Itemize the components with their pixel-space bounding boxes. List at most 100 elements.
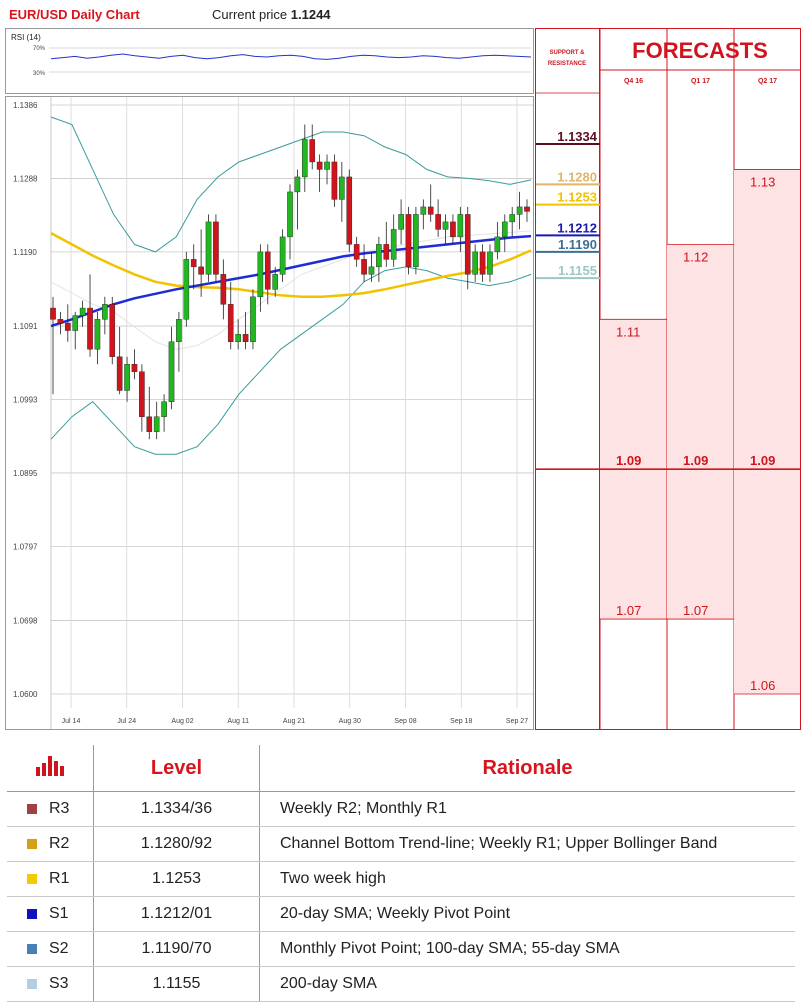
level-rationale: 200-day SMA [259, 966, 795, 1002]
candlesticks [50, 124, 530, 440]
x-tick-label: Jul 14 [62, 718, 81, 725]
candle-body [87, 307, 93, 350]
candle-body [168, 341, 175, 402]
sr-level-label: 1.1253 [557, 190, 597, 205]
candle [57, 311, 64, 335]
x-tick-label: Aug 30 [339, 718, 361, 725]
candle-body [190, 259, 197, 268]
levels-table: Level Rationale R3 1.1334/36 Weekly R2; Mo… [7, 745, 795, 1002]
level-color-swatch [27, 839, 37, 849]
sr-level: 1.1253 [535, 190, 600, 206]
candle-body [116, 356, 123, 391]
candle-body [427, 206, 434, 215]
rsi-tick-70: 70% [33, 46, 46, 52]
candle [50, 296, 56, 395]
sr-label-line1: SUPPORT & [549, 50, 585, 56]
candle [316, 154, 323, 192]
candle-body [213, 221, 219, 275]
candle-body [361, 259, 367, 275]
candle [235, 319, 241, 350]
candle-body [65, 322, 71, 331]
candle [287, 184, 293, 260]
levels-table-row: S2 1.1190/70 Monthly Pivot Point; 100-day … [7, 931, 795, 967]
candle [457, 206, 464, 252]
candle [87, 274, 93, 357]
candle-body [420, 206, 427, 215]
candle [524, 199, 530, 222]
level-rationale: Weekly R2; Monthly R1 [259, 791, 795, 827]
candle-body [501, 221, 508, 238]
candle [479, 244, 486, 282]
levels-table-row: R2 1.1280/92 Channel Bottom Trend-line; We… [7, 826, 795, 862]
candle [464, 206, 471, 290]
candle [153, 401, 160, 440]
candle-body [242, 334, 249, 342]
sr-level-label: 1.1280 [557, 169, 597, 184]
forecast-column-label: Q2 17 [758, 78, 777, 85]
forecast-column-label: Q1 17 [691, 78, 710, 85]
candle [183, 251, 190, 327]
candle-body [302, 139, 308, 178]
y-tick-label: 1.0993 [13, 396, 38, 405]
rsi-title: RSI (14) [11, 33, 41, 42]
y-tick-label: 1.1386 [13, 101, 38, 110]
forecast-panel: SUPPORT & RESISTANCE FORECASTS Q4 16 1.11… [535, 28, 801, 730]
chart-bar-icon [7, 745, 94, 792]
candle [161, 394, 167, 432]
candle-body [339, 176, 345, 200]
level-name-cell: R1 [7, 861, 94, 897]
level-name: R2 [49, 835, 70, 852]
x-tick-label: Jul 24 [117, 718, 136, 725]
sma-yellow-line [50, 232, 532, 299]
candle [339, 161, 345, 222]
candle-body [102, 304, 108, 320]
candle [509, 206, 515, 237]
rsi-panel: RSI (14) 70% 30% [5, 28, 534, 94]
current-price-label: Current price [212, 7, 288, 22]
level-name: S1 [49, 905, 69, 922]
candle-body [146, 416, 153, 432]
candle [442, 214, 449, 245]
candle [198, 229, 204, 297]
candle-body [198, 266, 204, 275]
sr-level: 1.1280 [535, 169, 600, 186]
candle [116, 326, 123, 395]
candle-body [368, 266, 375, 275]
level-name-cell: R2 [7, 826, 94, 862]
levels-table-header: Level Rationale [7, 745, 795, 792]
candle-body [324, 161, 330, 170]
candle-body [494, 236, 501, 253]
candle [376, 236, 382, 282]
candle [383, 221, 390, 267]
candle [65, 304, 71, 342]
level-header: Level [93, 745, 260, 792]
candle [309, 124, 316, 170]
forecast-range [734, 169, 801, 694]
candle-body [316, 161, 323, 170]
candle [146, 386, 153, 440]
candle-body [124, 364, 130, 391]
level-rationale: 20-day SMA; Weekly Pivot Point [259, 896, 795, 932]
candle [390, 214, 397, 267]
candle-body [383, 244, 390, 260]
price-x-axis: Jul 14 Jul 24 Aug 02 Aug 11 Aug 21 Aug 30 Sep … [62, 718, 529, 725]
candle-body [487, 251, 493, 275]
price-y-axis: 1.1386 1.1288 1.1190 1.1091 1.0993 1.0895 1.07… [13, 101, 38, 699]
upper-bollinger-band [50, 116, 532, 253]
forecast-high-label: 1.12 [683, 249, 708, 264]
x-tick-label: Sep 27 [506, 718, 528, 725]
sr-levels: 1.1334 1.1280 1.1253 1.1212 1.1190 1.1155 [535, 129, 600, 280]
candle [353, 236, 360, 267]
x-tick-label: Sep 08 [394, 718, 416, 725]
y-tick-label: 1.1091 [13, 322, 38, 331]
candle-body [524, 206, 530, 212]
candle [516, 191, 523, 230]
candle [324, 154, 330, 185]
level-color-swatch [27, 909, 37, 919]
candle [279, 229, 286, 282]
candle-body [79, 307, 86, 316]
level-name-cell: R3 [7, 791, 94, 827]
candle [368, 251, 375, 282]
candle-body [309, 139, 316, 163]
candle-body [376, 244, 382, 268]
